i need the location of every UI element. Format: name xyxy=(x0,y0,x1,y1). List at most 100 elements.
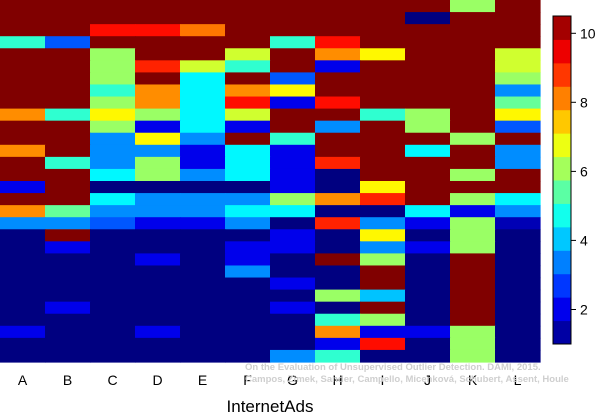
heatmap-cell xyxy=(45,277,91,291)
heatmap-cell xyxy=(360,132,406,146)
heatmap-cell xyxy=(360,72,406,86)
heatmap-cell xyxy=(360,229,406,242)
heatmap-cell xyxy=(225,48,271,61)
heatmap-cell xyxy=(495,193,541,206)
heatmap-cell xyxy=(405,132,451,146)
heatmap-cell xyxy=(405,289,451,303)
heatmap-cell xyxy=(405,36,451,49)
heatmap-cell xyxy=(495,325,541,339)
heatmap-cell xyxy=(315,217,361,230)
heatmap-cell xyxy=(90,337,136,351)
heatmap-cell xyxy=(180,265,226,279)
heatmap-cell xyxy=(225,12,271,25)
heatmap-cell xyxy=(405,253,451,267)
heatmap-cell xyxy=(360,193,406,206)
heatmap-cell xyxy=(180,181,226,194)
heatmap-cell xyxy=(270,60,316,73)
heatmap-cell xyxy=(180,168,226,182)
heatmap-cell xyxy=(180,205,226,218)
heatmap-cell xyxy=(405,229,451,242)
heatmap-cell xyxy=(180,241,226,254)
x-tick-label: I xyxy=(381,372,385,388)
heatmap-cell xyxy=(90,313,136,327)
colorbar-tick-label: 10 xyxy=(580,25,596,41)
heatmap-cell xyxy=(450,265,496,279)
heatmap-cell xyxy=(180,349,226,363)
heatmap-cell xyxy=(135,48,181,61)
heatmap-cell xyxy=(0,168,46,182)
heatmap-cell xyxy=(135,132,181,146)
heatmap-cell xyxy=(180,24,226,37)
heatmap-cell xyxy=(450,96,496,110)
heatmap-cell xyxy=(90,289,136,303)
heatmap-cell xyxy=(135,168,181,182)
heatmap-cell xyxy=(90,217,136,230)
heatmap-cell xyxy=(45,120,91,134)
heatmap-cell xyxy=(315,289,361,303)
heatmap-cell xyxy=(405,193,451,206)
heatmap-cell xyxy=(315,301,361,315)
heatmap-cell xyxy=(90,168,136,182)
heatmap-cell xyxy=(135,193,181,206)
heatmap-cell xyxy=(450,60,496,73)
heatmap-cell xyxy=(90,84,136,98)
heatmap-cell xyxy=(270,48,316,61)
heatmap-cell xyxy=(405,301,451,315)
heatmap-cell xyxy=(135,72,181,86)
heatmap-cell xyxy=(270,325,316,339)
heatmap-cell xyxy=(180,289,226,303)
heatmap-cell xyxy=(0,301,46,315)
heatmap-cell xyxy=(270,253,316,267)
heatmap-cell xyxy=(495,265,541,279)
heatmap-cell xyxy=(270,168,316,182)
colorbar-swatch xyxy=(553,86,571,111)
heatmap-cell xyxy=(450,156,496,170)
heatmap-cell xyxy=(495,337,541,351)
heatmap-cell xyxy=(45,181,91,194)
heatmap-cell xyxy=(225,108,271,122)
heatmap-cell xyxy=(225,229,271,242)
heatmap-cell xyxy=(315,144,361,158)
heatmap-cell xyxy=(45,60,91,73)
heatmap-cell xyxy=(180,144,226,158)
heatmap-cell xyxy=(405,0,451,13)
heatmap-cell xyxy=(135,253,181,267)
heatmap-cell xyxy=(90,60,136,73)
heatmap-cell xyxy=(45,217,91,230)
heatmap-cell xyxy=(315,241,361,254)
heatmap-cell xyxy=(45,313,91,327)
heatmap-cell xyxy=(0,60,46,73)
heatmap-cell xyxy=(225,72,271,86)
heatmap-cell xyxy=(360,24,406,37)
heatmap-cell xyxy=(315,349,361,363)
heatmap-cell xyxy=(360,253,406,267)
heatmap-cell xyxy=(495,24,541,37)
heatmap-cell xyxy=(180,108,226,122)
heatmap-cell xyxy=(0,229,46,242)
x-tick-label: C xyxy=(107,372,117,388)
x-tick-label: D xyxy=(152,372,162,388)
heatmap-cell xyxy=(225,253,271,267)
heatmap-cell xyxy=(495,96,541,110)
heatmap-cell xyxy=(405,108,451,122)
heatmap-cell xyxy=(405,48,451,61)
heatmap-cell xyxy=(360,337,406,351)
heatmap-cell xyxy=(45,168,91,182)
heatmap-cell xyxy=(90,265,136,279)
heatmap-cell xyxy=(45,48,91,61)
heatmap-cell xyxy=(495,108,541,122)
heatmap-cell xyxy=(135,36,181,49)
heatmap-cell xyxy=(45,84,91,98)
heatmap-cell xyxy=(315,132,361,146)
heatmap-cell xyxy=(180,313,226,327)
heatmap-cell xyxy=(135,205,181,218)
heatmap-cell xyxy=(90,253,136,267)
heatmap-cell xyxy=(45,72,91,86)
heatmap-cell xyxy=(270,36,316,49)
heatmap-cell xyxy=(90,277,136,291)
heatmap-cell xyxy=(225,144,271,158)
heatmap-cell xyxy=(450,193,496,206)
heatmap-cell xyxy=(225,156,271,170)
heatmap-cell xyxy=(315,277,361,291)
heatmap-cell xyxy=(90,120,136,134)
